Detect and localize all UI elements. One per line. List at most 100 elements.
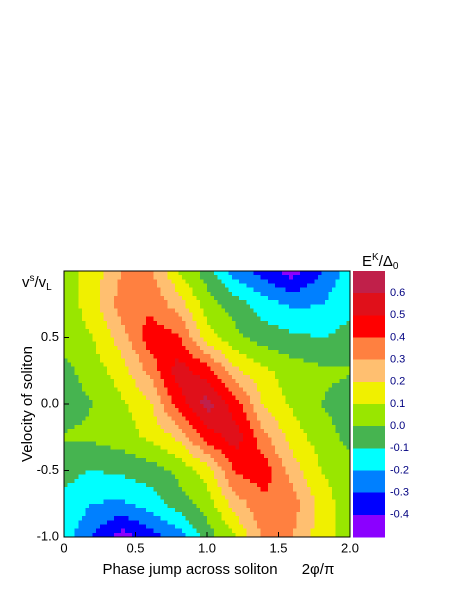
contour-cell [117,300,122,305]
contour-cell [214,374,219,380]
contour-cell [267,395,272,401]
contour-cell [189,295,194,301]
contour-cell [146,453,151,459]
contour-cell [339,287,344,293]
contour-cell [164,528,169,534]
contour-cell [121,333,126,339]
contour-cell [303,358,308,364]
contour-cell [103,507,108,513]
contour-cell [292,458,297,463]
contour-cell [196,520,201,526]
contour-cell [99,287,104,293]
contour-cell [289,379,294,384]
contour-cell [92,337,97,343]
contour-cell [106,404,112,409]
contour-cell [110,412,115,418]
contour-cell [74,420,79,426]
contour-cell [99,520,104,526]
contour-cell [146,333,151,339]
contour-cell [217,312,222,318]
contour-cell [189,420,194,426]
contour-cell [99,341,104,347]
contour-cell [264,520,269,526]
contour-cell [71,420,76,426]
contour-cell [96,379,101,384]
contour-cell [335,487,340,492]
contour-cell [121,487,126,492]
contour-cell [164,470,169,476]
contour-cell [314,466,319,472]
contour-cell [67,428,72,434]
contour-cell [260,383,265,388]
contour-cell [196,308,201,314]
contour-cell [96,271,101,276]
contour-cell [232,466,237,472]
contour-cell [153,325,158,330]
contour-cell [117,283,122,289]
contour-cell [164,374,169,380]
contour-cell [74,308,79,314]
contour-cell [171,412,176,418]
contour-cell [207,524,212,530]
contour-cell [328,325,333,330]
contour-cell [335,416,340,422]
contour-cell [89,487,94,492]
contour-cell [153,379,158,384]
contour-cell [174,495,179,501]
contour-cell [232,383,237,388]
contour-cell [207,300,212,305]
contour-cell [167,433,172,438]
contour-cell [249,445,255,451]
contour-cell [207,383,212,388]
contour-cell [78,374,83,380]
contour-cell [121,453,126,459]
contour-cell [235,416,240,422]
contour-cell [153,416,158,422]
contour-cell [139,466,144,472]
contour-cell [260,370,265,376]
contour-cell [257,308,262,314]
contour-cell [335,275,340,280]
contour-cell [271,416,276,422]
contour-cell [81,466,87,472]
contour-cell [139,308,144,314]
contour-cell [114,362,119,368]
contour-cell [292,337,297,343]
contour-cell [260,528,265,534]
contour-cell [267,528,272,534]
contour-cell [92,399,97,405]
contour-cell [289,370,294,376]
contour-cell [121,491,126,497]
contour-cell [264,300,269,305]
contour-cell [221,379,226,384]
contour-cell [185,362,190,368]
contour-cell [278,487,283,492]
contour-cell [67,349,72,355]
contour-cell [81,532,87,538]
contour-cell [71,370,76,376]
contour-cell [192,283,197,289]
contour-cell [253,520,258,526]
contour-cell [253,532,258,538]
contour-cell [289,337,294,343]
contour-cell [260,271,265,276]
contour-cell [317,295,322,301]
contour-cell [328,391,333,397]
contour-cell [67,453,72,459]
contour-cell [139,300,144,305]
contour-cell [146,275,151,280]
contour-cell [103,320,108,326]
contour-cell [214,420,219,426]
contour-cell [124,420,129,426]
contour-cell [149,283,154,289]
contour-cell [296,420,301,426]
contour-cell [314,416,319,422]
contour-cell [257,491,262,497]
contour-cell [78,325,83,330]
contour-cell [207,395,212,401]
contour-cell [85,528,90,534]
contour-cell [285,487,290,492]
contour-cell [164,279,169,285]
contour-cell [124,512,129,517]
contour-cell [257,395,262,401]
